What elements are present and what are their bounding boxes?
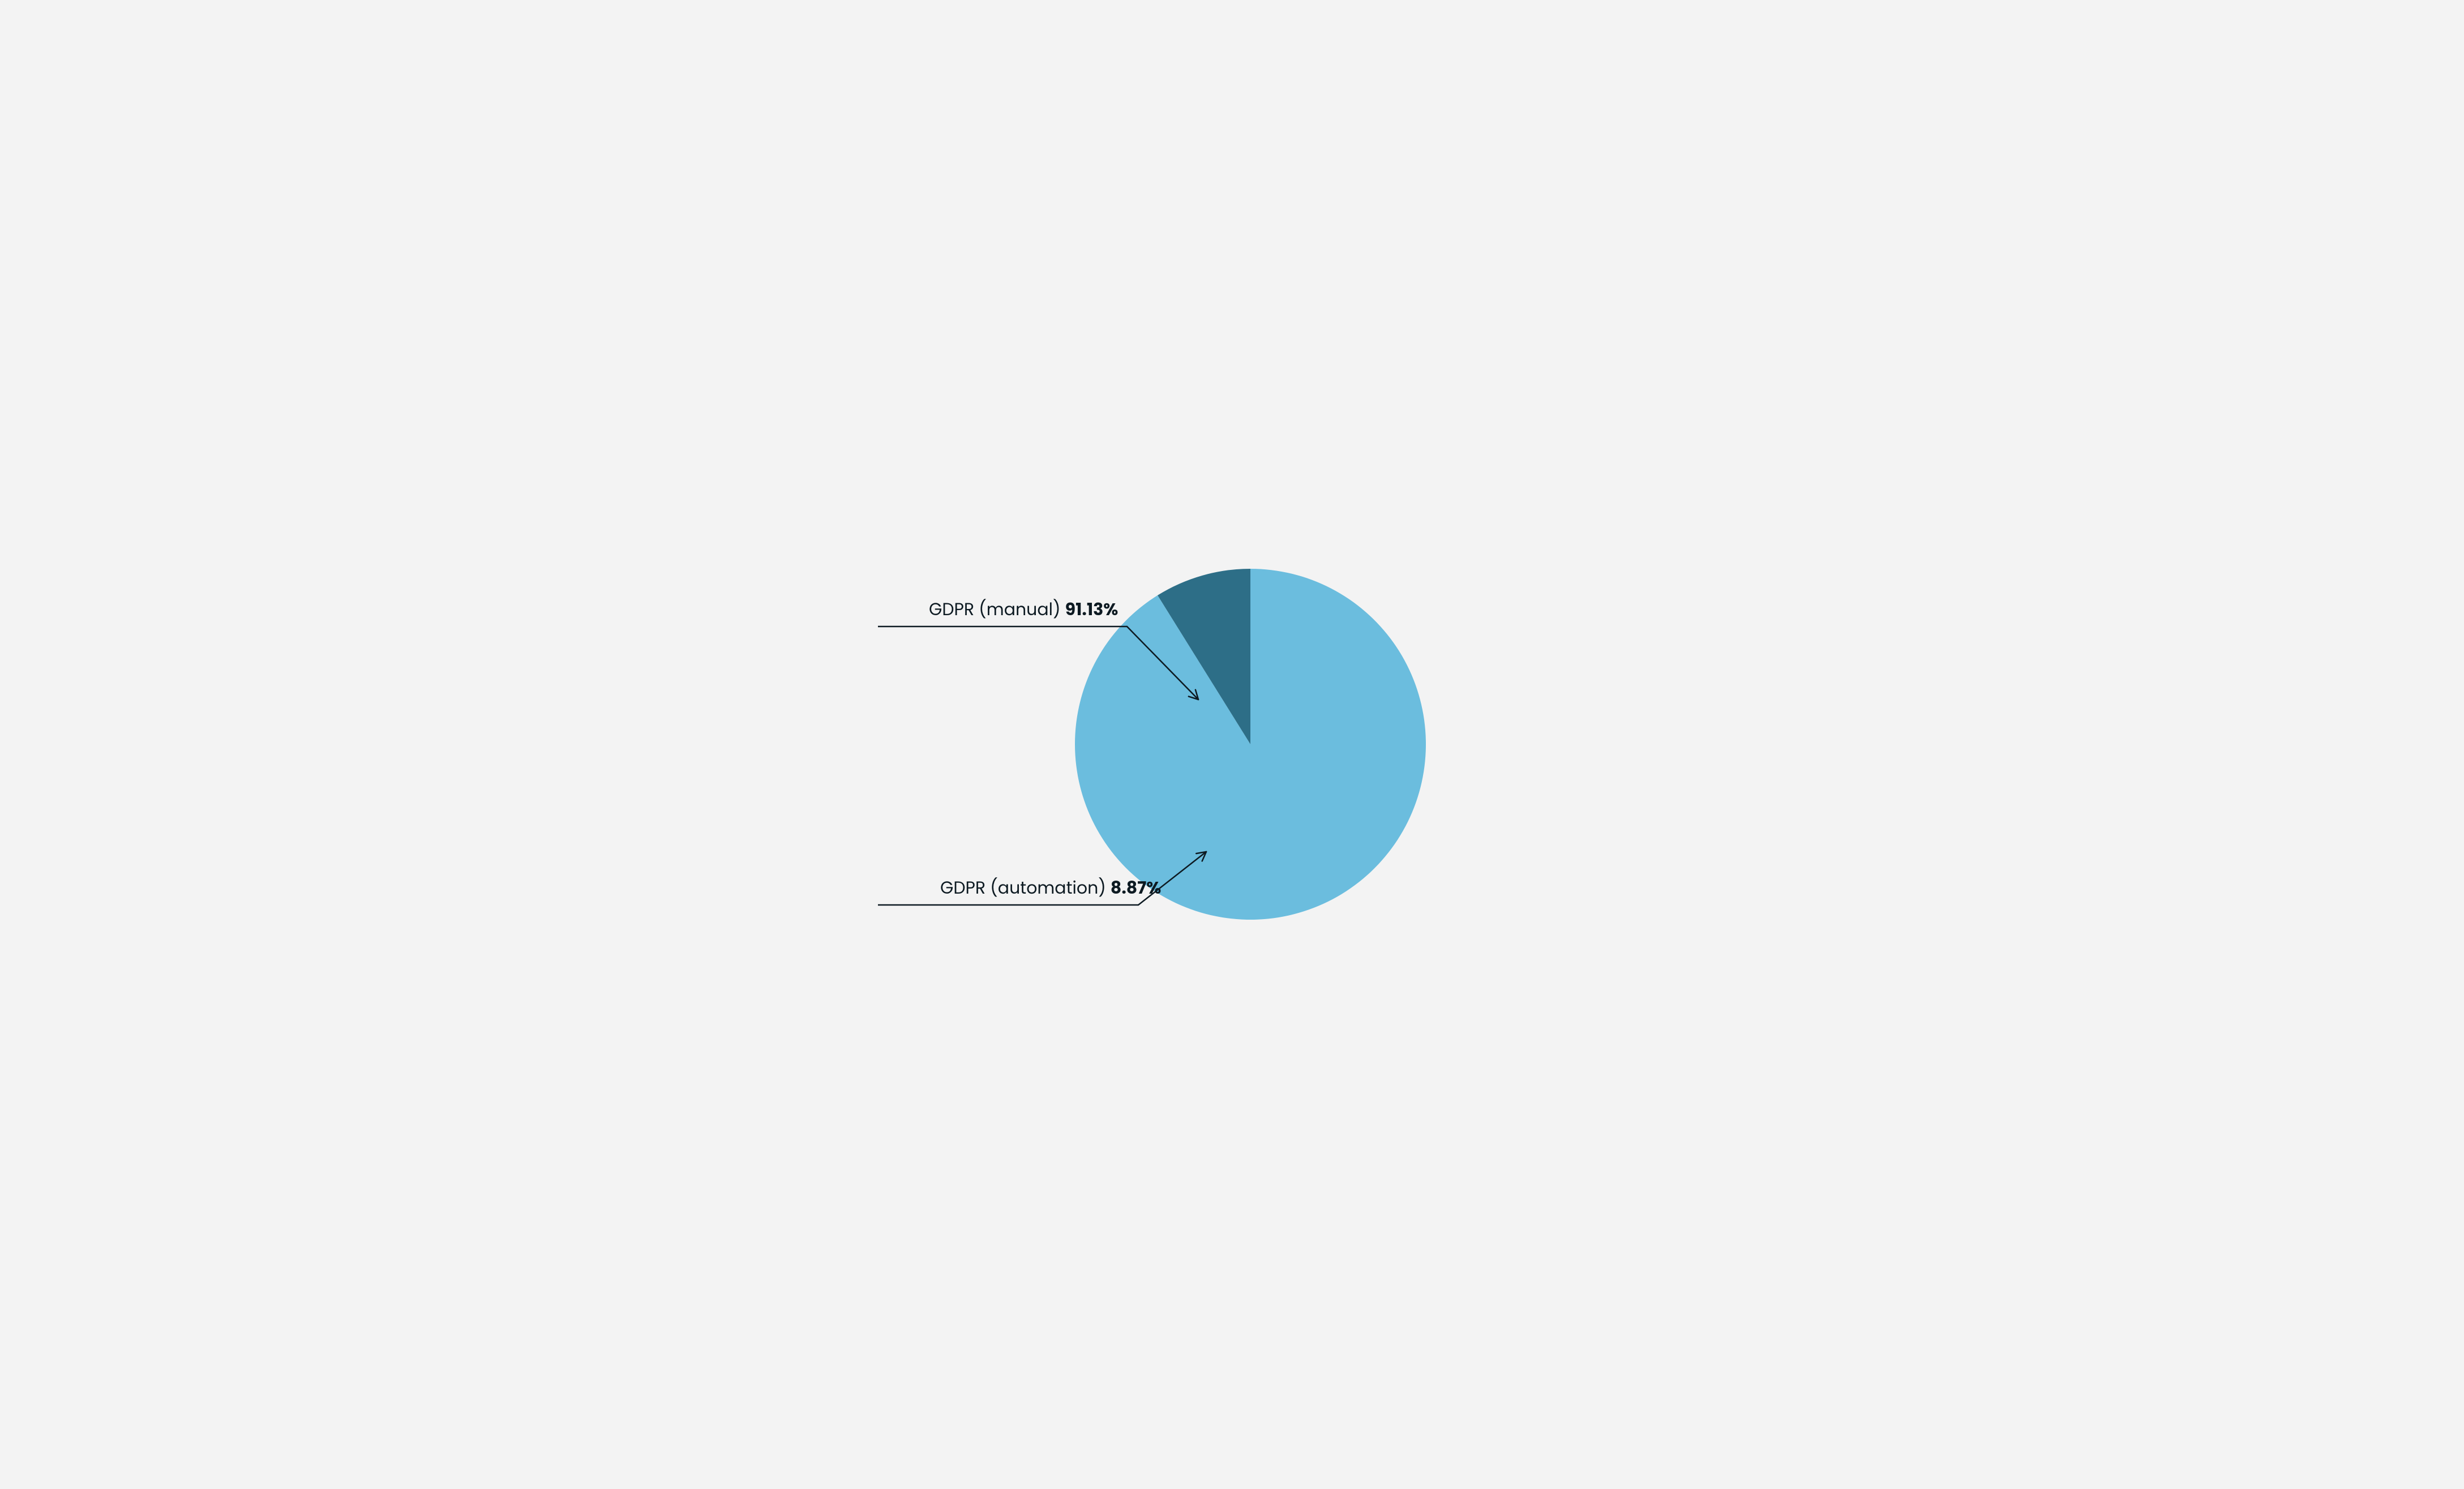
pie-chart-svg: GDPR (manual) 91.13% GDPR (automation) 8.… [821,496,1643,993]
callout-label-manual: GDPR (manual) 91.13% [929,597,1118,621]
callout-label-automation: GDPR (automation) 8.87% [940,876,1161,900]
pie-chart-container: GDPR (manual) 91.13% GDPR (automation) 8.… [821,496,1643,993]
